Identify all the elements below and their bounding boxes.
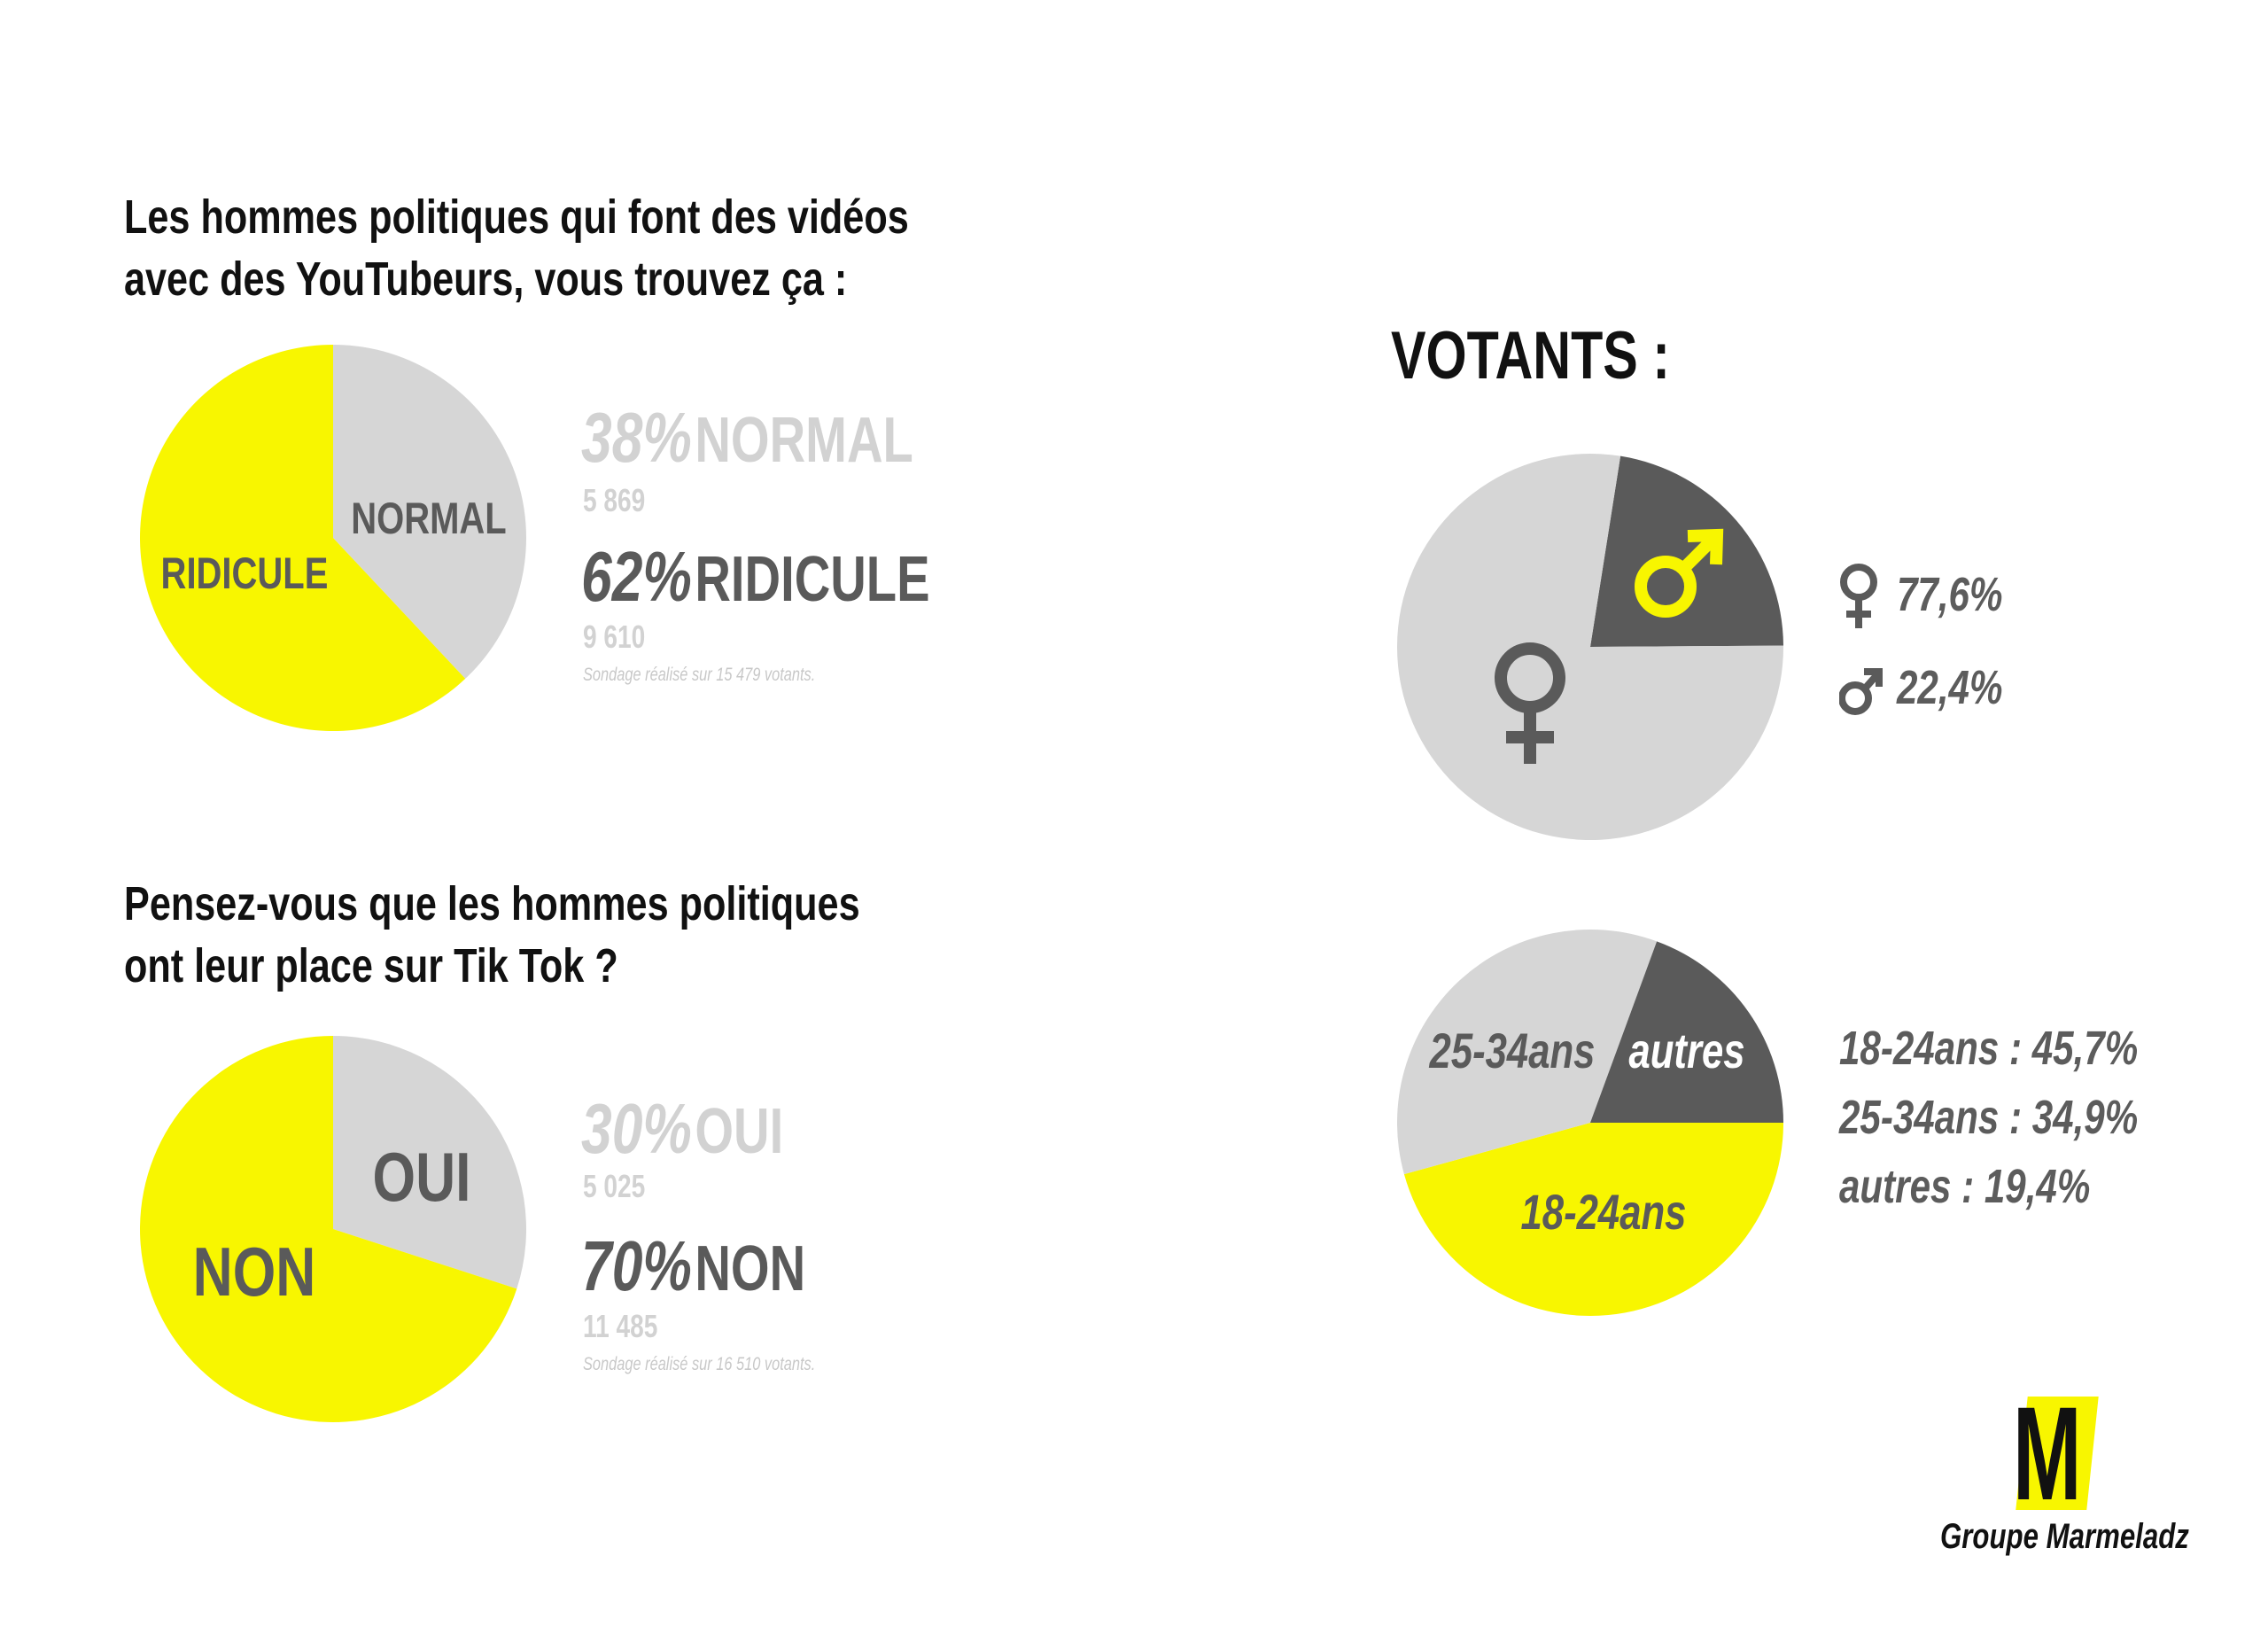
q1-ridicule-count: 9 610: [583, 619, 646, 655]
gender-legend-female: 77,6%: [1839, 563, 2032, 634]
age-legend-18-24: 18-24ans : 45,7%: [1839, 1022, 2139, 1075]
pie-slice-normal: [333, 345, 526, 679]
q1-note: Sondage réalisé sur 15 479 votants.: [583, 665, 816, 685]
q2-oui-pct: 30%: [581, 1089, 692, 1168]
q1-title-line2: avec des YouTubeurs, vous trouvez ça :: [124, 253, 848, 306]
q1-normal-pct: 38%: [581, 398, 692, 477]
pie-label-oui: OUI: [373, 1138, 471, 1215]
marmeladz-logo: M: [2013, 1379, 2099, 1528]
age-legend-25-34: 25-34ans : 34,9%: [1839, 1091, 2139, 1144]
q2-oui-count: 5 025: [583, 1168, 646, 1204]
male-icon: [1635, 528, 1724, 618]
q2-row-oui: 30% OUI: [581, 1088, 841, 1170]
pie-label-autres: autres: [1628, 1023, 1744, 1078]
q2-title: Pensez-vous que les hommes politiques on…: [124, 873, 1044, 997]
pie-slice--: [1590, 455, 1783, 647]
q2-note: Sondage réalisé sur 16 510 votants.: [583, 1354, 816, 1374]
q1-ridicule-label: RIDICULE: [695, 544, 930, 615]
q2-non-count: 11 485: [583, 1308, 658, 1344]
q1-title: Les hommes politiques qui font des vidéo…: [124, 186, 1105, 310]
q1-row-normal: 38% NORMAL: [581, 397, 1007, 479]
q1-row-ridicule: 62% RIDICULE: [581, 536, 1029, 618]
female-icon: [1840, 564, 1877, 628]
logo-name: Groupe Marmeladz: [1940, 1517, 2189, 1556]
q1-normal-label: NORMAL: [695, 405, 913, 476]
pie-label-non: NON: [193, 1233, 316, 1310]
pie-slice-ridicule: [139, 345, 466, 731]
q2-oui-label: OUI: [695, 1096, 784, 1167]
pie-gender: [1397, 454, 1783, 840]
female-icon: [1495, 642, 1565, 764]
q2-non-label: NON: [695, 1233, 806, 1304]
q2-row-non: 70% NON: [581, 1226, 869, 1307]
pie-slice-non: [139, 1036, 517, 1422]
pie-label-ridicule: RIDICULE: [161, 549, 329, 598]
pie-age: [1396, 929, 1783, 1317]
pie-label-25-34: 25-34ans: [1429, 1023, 1596, 1078]
q1-normal-count: 5 869: [583, 482, 646, 518]
pie-q1: [139, 345, 526, 731]
age-legend-autres: autres : 19,4%: [1839, 1160, 2091, 1213]
pie-slice-25-34ans: [1396, 929, 1658, 1175]
q1-ridicule-pct: 62%: [581, 537, 692, 616]
gender-legend-male: 22,4%: [1838, 660, 2032, 718]
q2-non-pct: 70%: [581, 1226, 692, 1305]
q1-title-line1: Les hommes politiques qui font des vidéo…: [124, 191, 909, 244]
votants-title: VOTANTS :: [1391, 318, 1671, 393]
pie-slice-autres: [1590, 941, 1783, 1123]
male-icon: [1838, 667, 1883, 715]
pie-q2: [139, 1036, 526, 1422]
q2-title-line2: ont leur place sur Tik Tok ?: [124, 939, 618, 992]
pie-slice-18-24ans: [1403, 1123, 1783, 1317]
pie-label-normal: NORMAL: [351, 494, 506, 543]
pie-label-18-24: 18-24ans: [1521, 1185, 1687, 1240]
pie-slice--: [1397, 454, 1783, 840]
pie-slice-oui: [333, 1036, 526, 1289]
q2-title-line1: Pensez-vous que les hommes politiques: [124, 877, 860, 930]
